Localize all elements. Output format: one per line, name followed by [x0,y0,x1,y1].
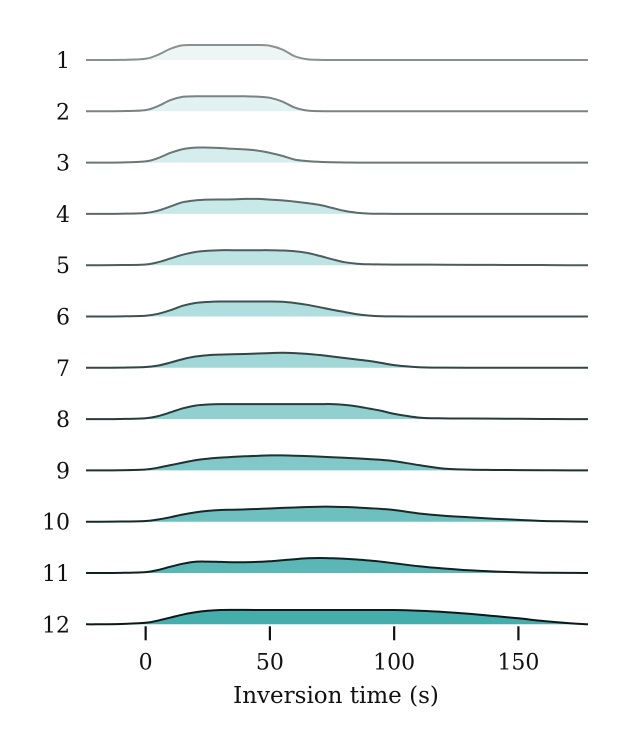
ridge-line-8 [85,403,589,421]
row-label-2: 2 [56,100,70,125]
ridge-fill-5 [86,250,588,266]
x-tick-label-0: 0 [139,650,153,675]
ridge-line-6 [85,300,588,318]
ridge-fill-3 [86,147,588,163]
ridge-line-7 [85,351,588,369]
row-label-1: 1 [56,49,70,74]
x-axis-label: Inversion time (s) [233,683,439,709]
ridge-row-12: 12 [42,608,589,638]
ridge-line-4 [85,197,588,215]
ridge-line-3 [85,146,588,164]
ridge-fill-10 [86,506,588,522]
ridge-row-8: 8 [56,403,589,433]
x-axis: 0 50 100 150 [139,626,539,675]
ridge-fill-8 [86,404,588,420]
x-tick-label-100: 100 [373,650,415,675]
ridge-line-12 [85,608,589,626]
x-tick-label-50: 50 [256,650,284,675]
row-label-11: 11 [42,562,70,587]
ridge-fill-6 [86,301,588,317]
ridge-row-2: 2 [56,95,588,125]
ridge-fill-4 [86,198,588,214]
row-label-9: 9 [56,459,70,484]
row-label-4: 4 [56,203,70,228]
ridge-row-9: 9 [56,454,589,484]
ridge-row-4: 4 [56,197,588,228]
x-tick-label-150: 150 [497,650,539,675]
ridge-row-5: 5 [56,249,589,279]
ridge-row-6: 6 [56,300,588,331]
ridge-row-1: 1 [56,43,588,74]
ridge-line-10 [85,505,589,523]
row-label-7: 7 [56,357,70,382]
row-label-12: 12 [42,613,70,638]
ridge-row-3: 3 [56,146,588,177]
row-label-3: 3 [56,152,70,177]
ridge-line-5 [85,249,589,267]
ridge-line-9 [85,454,589,472]
ridge-row-10: 10 [42,505,589,536]
ridge-line-2 [85,95,588,113]
row-label-8: 8 [56,408,70,433]
ridge-fill-1 [86,44,588,61]
ridge-row-11: 11 [42,557,589,587]
ridge-line-11 [85,557,589,575]
ridge-fill-11 [86,558,588,574]
row-label-5: 5 [56,254,70,279]
ridge-row-7: 7 [56,351,588,382]
row-label-6: 6 [56,306,70,331]
ridge-fill-7 [86,352,588,368]
ridge-fill-2 [86,96,588,112]
row-label-10: 10 [42,511,70,536]
ridge-line-1 [85,43,588,62]
